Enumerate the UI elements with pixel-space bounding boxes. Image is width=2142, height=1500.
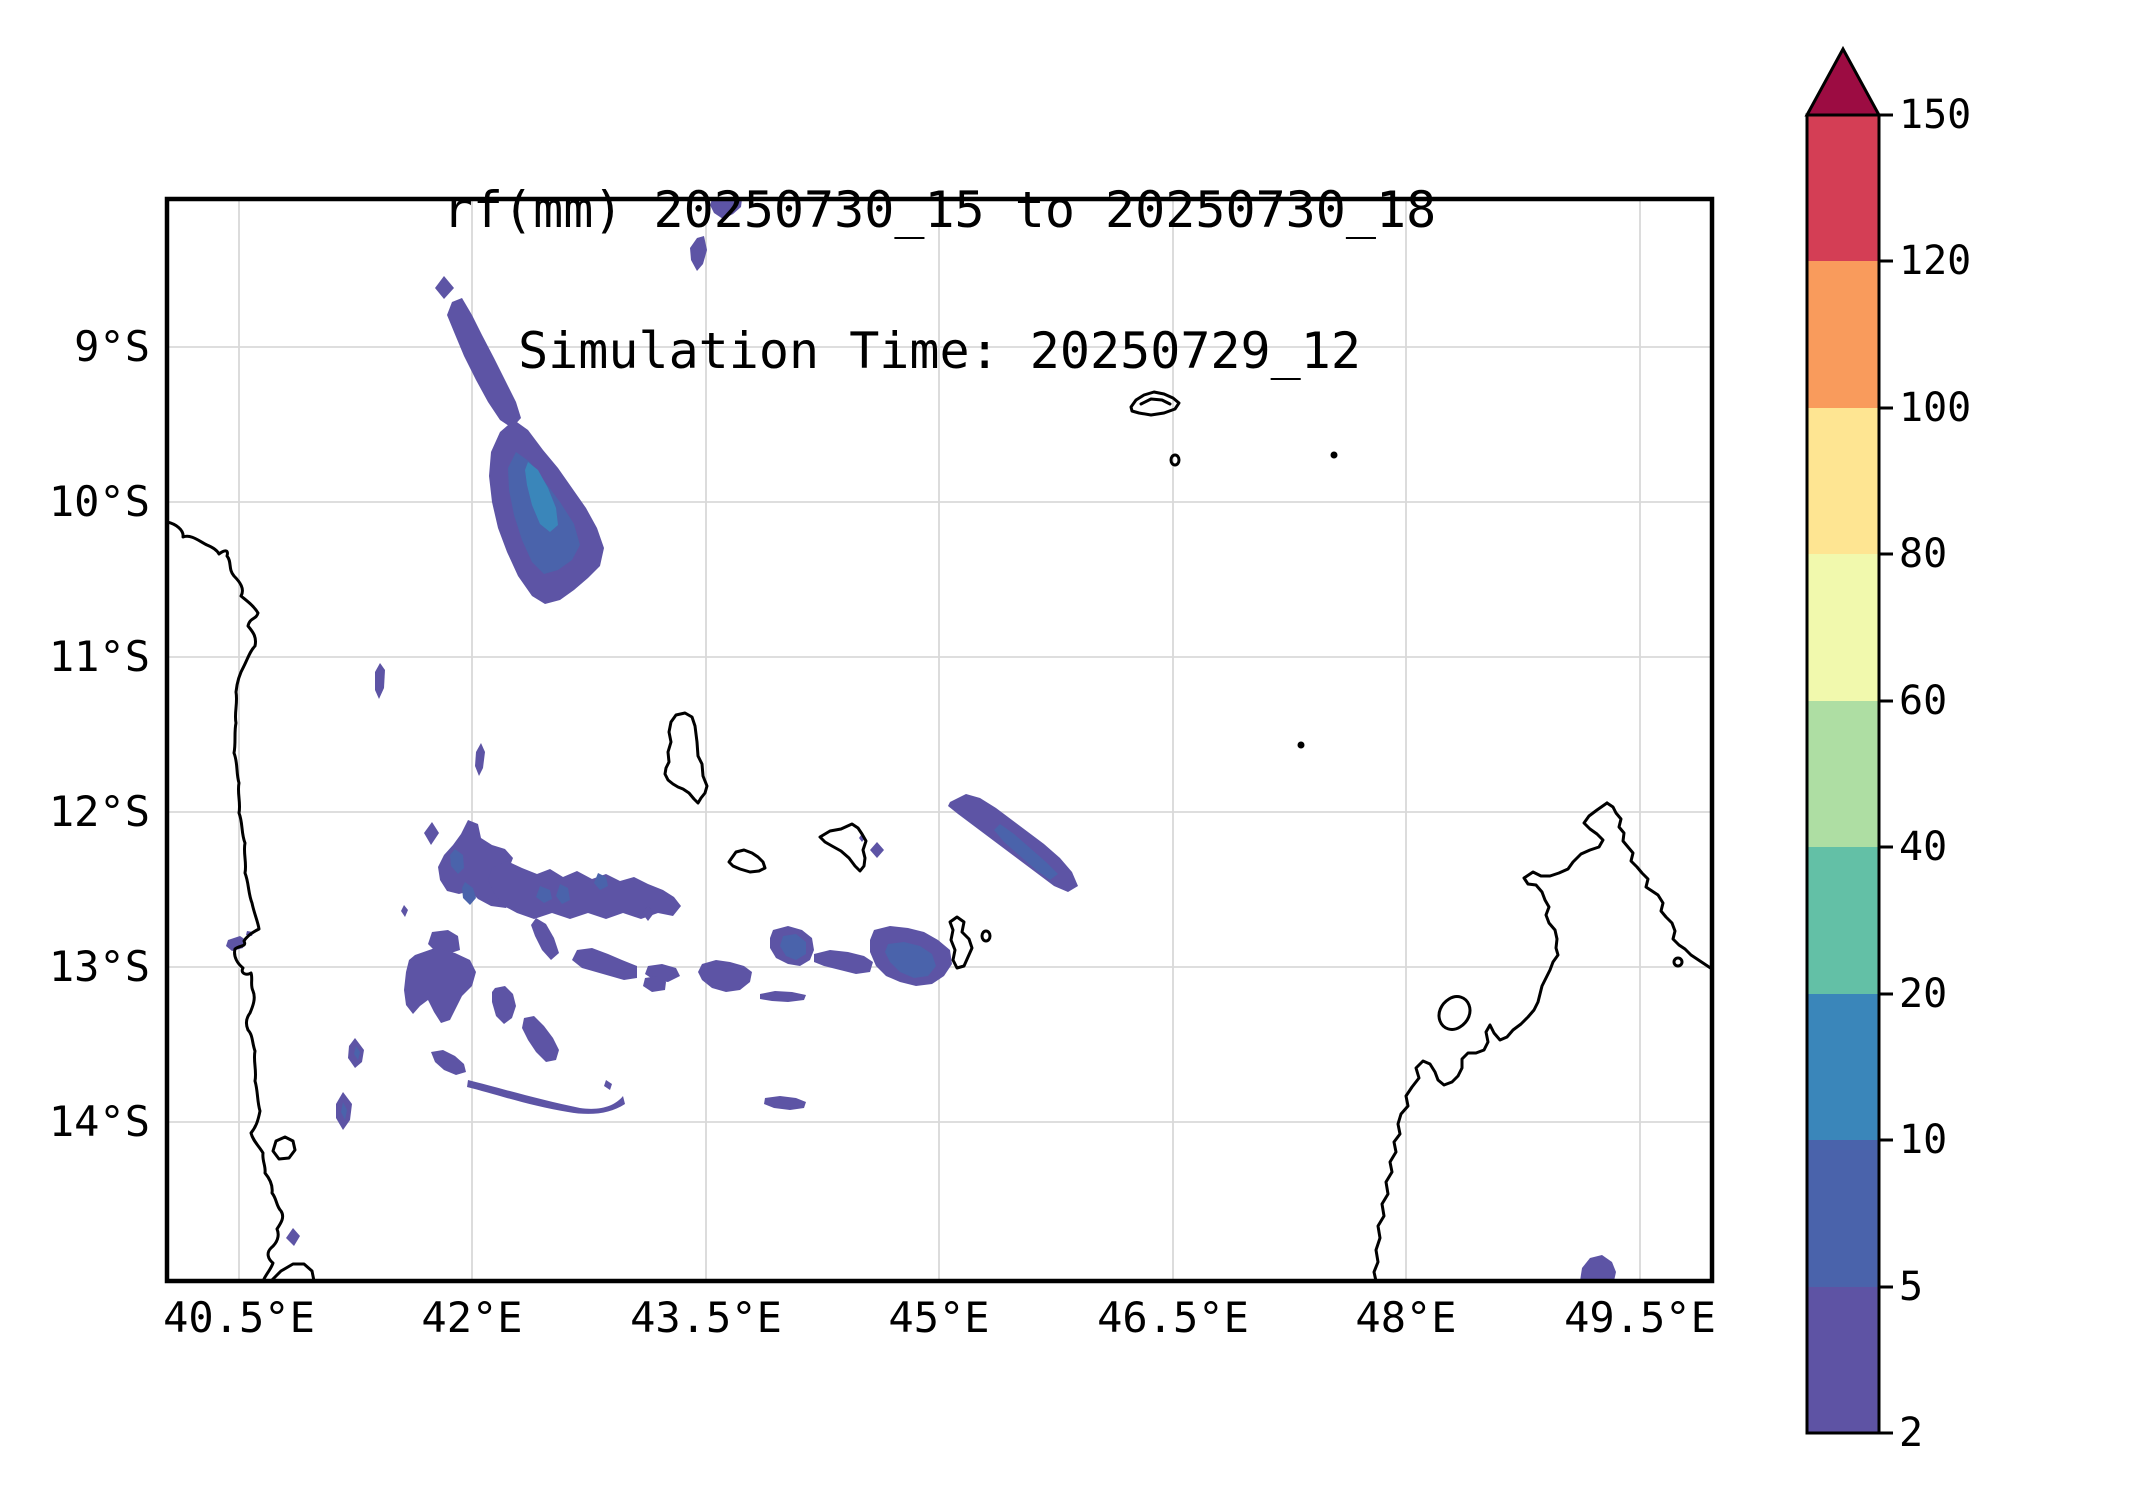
colorbar-outline [1805, 113, 1881, 1435]
cbar-tick-150: 150 [1899, 92, 1972, 138]
colorbar-seg-80-100 [1807, 408, 1879, 554]
x-tick-49-5e: 49.5°E [1564, 1293, 1716, 1342]
colorbar-seg-20-40 [1807, 847, 1879, 994]
mayotte-islet [980, 929, 992, 943]
x-tick-43-5e: 43.5°E [630, 1293, 782, 1342]
cbar-tick-120: 120 [1899, 238, 1972, 284]
colorbar-seg-100-120 [1807, 261, 1879, 408]
colorbar-over-arrow [1804, 45, 1882, 117]
colorbar-ticks [1879, 113, 1893, 1435]
africa-coastline [167, 520, 285, 1281]
colorbar-seg-60-80 [1807, 554, 1879, 701]
y-tick-10s: 10°S [48, 477, 150, 526]
y-tick-14s: 14°S [48, 1097, 150, 1146]
grande-comore-island [663, 711, 709, 805]
colorbar-seg-120-150 [1807, 115, 1879, 261]
madagascar-east-islet [1672, 956, 1684, 968]
nosy-be-island [1437, 995, 1472, 1031]
x-tick-40-5e: 40.5°E [163, 1293, 315, 1342]
cbar-tick-20: 20 [1899, 971, 1948, 1017]
cbar-tick-40: 40 [1899, 824, 1948, 870]
cbar-tick-2: 2 [1899, 1410, 1924, 1456]
plot-title-line2: Simulation Time: 20250729_12 [518, 322, 1361, 380]
small-islands-filled [1297, 451, 1338, 749]
colorbar-seg-2-5 [1807, 1287, 1879, 1433]
cbar-tick-60: 60 [1899, 678, 1948, 724]
madagascar-east-coastline [1605, 801, 1712, 971]
x-tick-46-5e: 46.5°E [1097, 1293, 1249, 1342]
madagascar-west-coastline [1372, 801, 1609, 1281]
colorbar-seg-5-10 [1807, 1140, 1879, 1287]
cbar-tick-100: 100 [1899, 385, 1972, 431]
colorbar [1804, 45, 1893, 1435]
y-tick-13s: 13°S [48, 942, 150, 991]
plot-title: rf(mm) 20250730_15 to 20250730_18 Simula… [167, 93, 1712, 469]
moheli-island [727, 848, 767, 874]
y-tick-11s: 11°S [48, 632, 150, 681]
astove-island-dot [1330, 451, 1338, 459]
glorioso-island-dot [1297, 741, 1305, 749]
mayotte-island [948, 915, 974, 970]
africa-coast-hook [269, 1262, 316, 1281]
x-tick-48e: 48°E [1355, 1293, 1457, 1342]
x-tick-42e: 42°E [421, 1293, 523, 1342]
x-tick-45e: 45°E [888, 1293, 990, 1342]
rain-contours-10-20mm [525, 462, 558, 532]
aldabra-lagoon [1139, 397, 1172, 406]
map-frame [164, 196, 1715, 1284]
aldabra-atoll [1129, 390, 1181, 417]
y-tick-12s: 12°S [48, 787, 150, 836]
africa-coastal-lagoon [271, 1135, 297, 1161]
cbar-tick-5: 5 [1899, 1264, 1924, 1310]
colorbar-seg-40-60 [1807, 701, 1879, 847]
assumption-island [1169, 453, 1181, 467]
y-tick-9s: 9°S [74, 322, 150, 371]
cbar-tick-10: 10 [1899, 1117, 1948, 1163]
anjouan-island [818, 822, 868, 873]
cbar-tick-80: 80 [1899, 531, 1948, 577]
plot-title-line1: rf(mm) 20250730_15 to 20250730_18 [442, 181, 1437, 239]
colorbar-seg-10-20 [1807, 994, 1879, 1140]
coastlines [167, 390, 1712, 1281]
